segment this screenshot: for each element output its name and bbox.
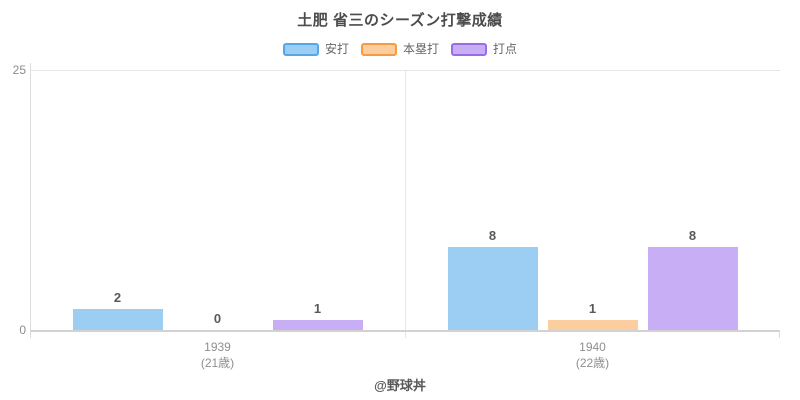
band-divider-gridline bbox=[405, 70, 406, 338]
chart-title: 土肥 省三のシーズン打撃成績 bbox=[297, 12, 503, 29]
x-axis-label-age: (22歳) bbox=[575, 356, 610, 370]
x-axis-right-tick bbox=[779, 331, 780, 338]
legend-item-home-runs[interactable]: 本塁打 bbox=[360, 42, 439, 56]
x-axis-label-age: (21歳) bbox=[200, 356, 235, 370]
bar-value-hits-1940: 8 bbox=[488, 228, 497, 243]
bar-rbi-1939 bbox=[272, 320, 363, 330]
bar-rbi-1940 bbox=[647, 247, 738, 330]
x-axis-label-year: 1940 bbox=[579, 340, 606, 354]
legend-swatch-rbi bbox=[451, 42, 487, 56]
bar-value-rbi-1939: 1 bbox=[313, 301, 322, 316]
legend-label-home-runs: 本塁打 bbox=[402, 42, 439, 56]
y-axis-tick-label-0: 0 bbox=[19, 323, 26, 337]
y-axis-tick-label-25: 25 bbox=[12, 63, 26, 77]
bar-hits-1940 bbox=[447, 247, 538, 330]
x-axis-label-1940: 1940 (22歳) bbox=[405, 339, 780, 371]
bar-value-home-runs-1939: 0 bbox=[213, 311, 222, 326]
x-axis-labels: 1939 (21歳) 1940 (22歳) bbox=[30, 339, 780, 375]
bar-home-runs-1940 bbox=[547, 320, 638, 330]
bar-hits-1939 bbox=[72, 309, 163, 330]
bar-value-rbi-1940: 8 bbox=[688, 228, 697, 243]
plot-area: 2 0 1 8 1 8 bbox=[30, 70, 780, 330]
legend-label-rbi: 打点 bbox=[493, 42, 518, 56]
watermark: @野球丼 bbox=[374, 378, 426, 393]
x-axis-label-year: 1939 bbox=[204, 340, 231, 354]
bar-value-hits-1939: 2 bbox=[113, 290, 122, 305]
bar-value-home-runs-1940: 1 bbox=[588, 301, 597, 316]
legend-label-hits: 安打 bbox=[324, 42, 349, 56]
legend-swatch-hits bbox=[282, 42, 319, 56]
chart-legend: 安打 本塁打 打点 bbox=[0, 42, 800, 56]
x-axis-label-1939: 1939 (21歳) bbox=[30, 339, 405, 371]
legend-item-rbi[interactable]: 打点 bbox=[451, 42, 517, 56]
legend-item-hits[interactable]: 安打 bbox=[282, 42, 349, 56]
y-axis-line bbox=[30, 63, 31, 338]
legend-swatch-home-runs bbox=[360, 42, 397, 56]
x-axis-line bbox=[30, 330, 780, 332]
